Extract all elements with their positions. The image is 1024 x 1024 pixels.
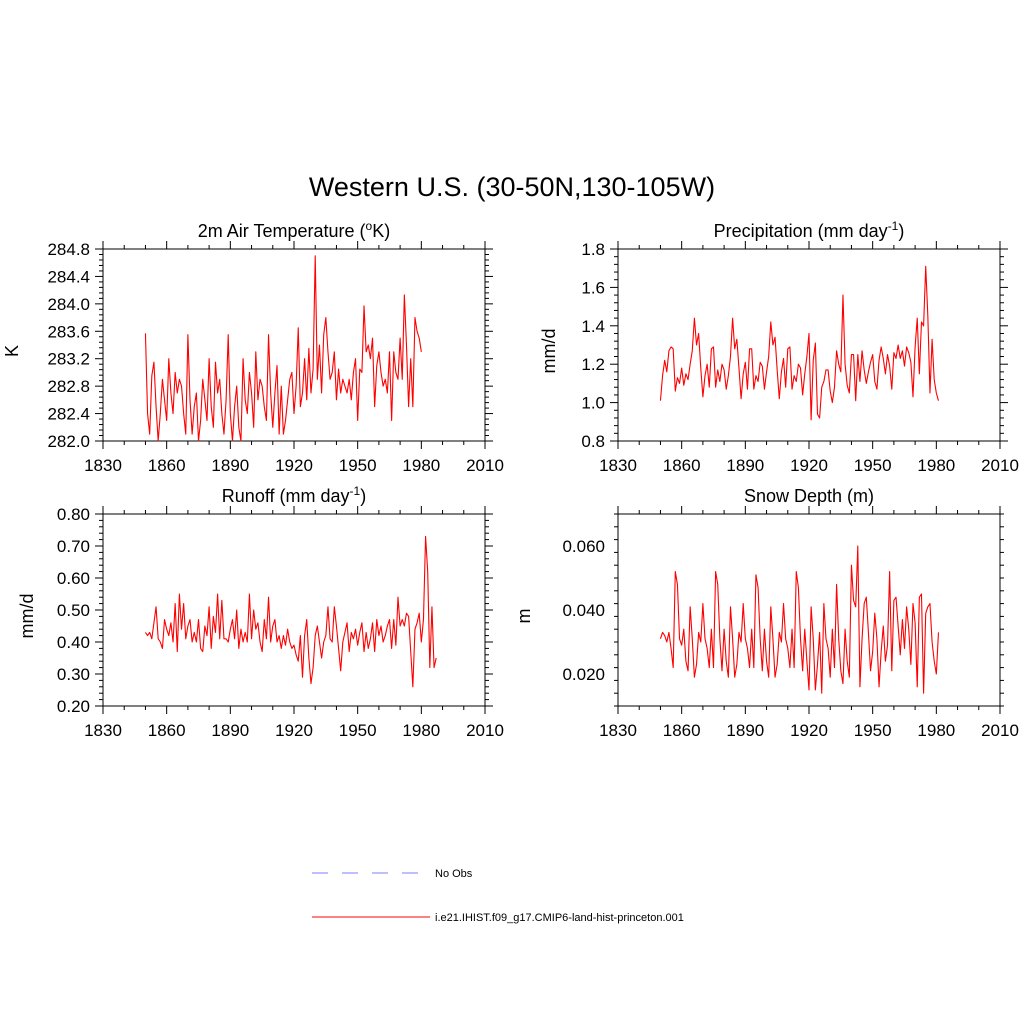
x-tick-label: 1980 (917, 456, 955, 475)
y-tick-label: 282.0 (47, 432, 90, 451)
x-tick-label: 1950 (854, 456, 892, 475)
panel-title-tail: ) (360, 486, 366, 506)
y-tick-label: 284.8 (47, 240, 90, 259)
panel-3: Runoff (mm day-1) mm/d 1830 1860 1890 1920 195… (17, 484, 504, 740)
y-tick-label: 284.4 (47, 267, 90, 286)
x-tick-label: 1980 (402, 456, 440, 475)
y-tick-label: 0.60 (57, 569, 90, 588)
x-tick-label: 1950 (854, 721, 892, 740)
x-tick-label: 1920 (275, 721, 313, 740)
plot-frame (102, 513, 486, 707)
y-axis-label: K (2, 345, 22, 357)
y-tick-label: 1.4 (581, 317, 605, 336)
panel-title-sup: -1 (888, 219, 899, 233)
x-tick-label: 1950 (339, 456, 377, 475)
x-tick-label: 1860 (663, 456, 701, 475)
panel-title: 2m Air Temperature (oK) (198, 219, 390, 241)
y-axis-label: m (514, 609, 534, 624)
y-tick-label: 1.0 (581, 394, 605, 413)
x-tick-label: 1920 (275, 456, 313, 475)
y-tick-label: 0.50 (57, 601, 90, 620)
x-tick-label: 1890 (726, 721, 764, 740)
series-line (659, 545, 940, 694)
x-tick-label: 1890 (211, 721, 249, 740)
y-tick-label: 0.040 (562, 601, 605, 620)
main-title: Western U.S. (30-50N,130-105W) (309, 172, 715, 202)
y-tick-label: 0.80 (57, 505, 90, 524)
x-tick-label: 1860 (148, 721, 186, 740)
panel-title: Snow Depth (m) (744, 486, 874, 506)
y-tick-label: 0.40 (57, 633, 90, 652)
panel-2: Precipitation (mm day-1) mm/d 1830 1860 1890… (539, 219, 1019, 475)
panel-title-base: Runoff (mm day (222, 486, 350, 506)
x-tick-label: 1860 (148, 456, 186, 475)
panel-title-tail: K) (372, 221, 390, 241)
y-tick-label: 1.2 (581, 355, 605, 374)
series-line (144, 535, 437, 688)
y-axis-label: mm/d (539, 329, 559, 374)
y-tick-label: 284.0 (47, 295, 90, 314)
legend: No Obs i.e21.IHIST.f09_g17.CMIP6-land-hi… (312, 868, 684, 924)
x-tick-label: 2010 (466, 721, 504, 740)
x-tick-label: 1950 (339, 721, 377, 740)
panel-title: Precipitation (mm day-1) (714, 219, 905, 241)
y-tick-label: 0.70 (57, 537, 90, 556)
y-tick-label: 0.060 (562, 537, 605, 556)
panel-title-tail: ) (898, 221, 904, 241)
x-tick-label: 1830 (599, 456, 637, 475)
panel-title-sup: o (366, 219, 373, 233)
panel-title: Runoff (mm day-1) (222, 484, 366, 506)
series-line (144, 255, 422, 442)
x-tick-label: 1920 (790, 721, 828, 740)
x-tick-label: 2010 (981, 456, 1019, 475)
x-tick-label: 2010 (466, 456, 504, 475)
x-tick-label: 1860 (663, 721, 701, 740)
x-tick-label: 1830 (84, 456, 122, 475)
y-tick-label: 282.4 (47, 405, 90, 424)
panels: 2m Air Temperature (oK) K 1830 1860 1890 1920… (2, 219, 1019, 740)
x-tick-label: 1980 (402, 721, 440, 740)
panel-title-base: 2m Air Temperature ( (198, 221, 366, 241)
y-tick-label: 1.6 (581, 278, 605, 297)
y-tick-label: 283.6 (47, 322, 90, 341)
x-tick-label: 2010 (981, 721, 1019, 740)
panel-title-sup: -1 (350, 484, 361, 498)
x-tick-label: 1830 (84, 721, 122, 740)
series-line (659, 265, 939, 421)
x-tick-label: 1890 (211, 456, 249, 475)
panel-4: Snow Depth (m) m 1830 1860 1890 1920 1950 1980 2… (514, 486, 1019, 740)
y-tick-label: 1.8 (581, 240, 605, 259)
y-tick-label: 282.8 (47, 377, 90, 396)
y-tick-label: 0.30 (57, 665, 90, 684)
x-tick-label: 1890 (726, 456, 764, 475)
panel-title-base: Snow Depth (m) (744, 486, 874, 506)
legend-obs-label: No Obs (435, 868, 473, 880)
y-tick-label: 0.020 (562, 665, 605, 684)
y-tick-label: 0.8 (581, 432, 605, 451)
y-tick-label: 0.20 (57, 697, 90, 716)
y-tick-label: 283.2 (47, 350, 90, 369)
legend-model-label: i.e21.IHIST.f09_g17.CMIP6-land-hist-prin… (435, 912, 684, 924)
x-tick-label: 1830 (599, 721, 637, 740)
x-tick-label: 1980 (917, 721, 955, 740)
panel-title-base: Precipitation (mm day (714, 221, 888, 241)
x-tick-label: 1920 (790, 456, 828, 475)
y-axis-label: mm/d (17, 594, 37, 639)
panel-1: 2m Air Temperature (oK) K 1830 1860 1890 1920… (2, 219, 504, 475)
